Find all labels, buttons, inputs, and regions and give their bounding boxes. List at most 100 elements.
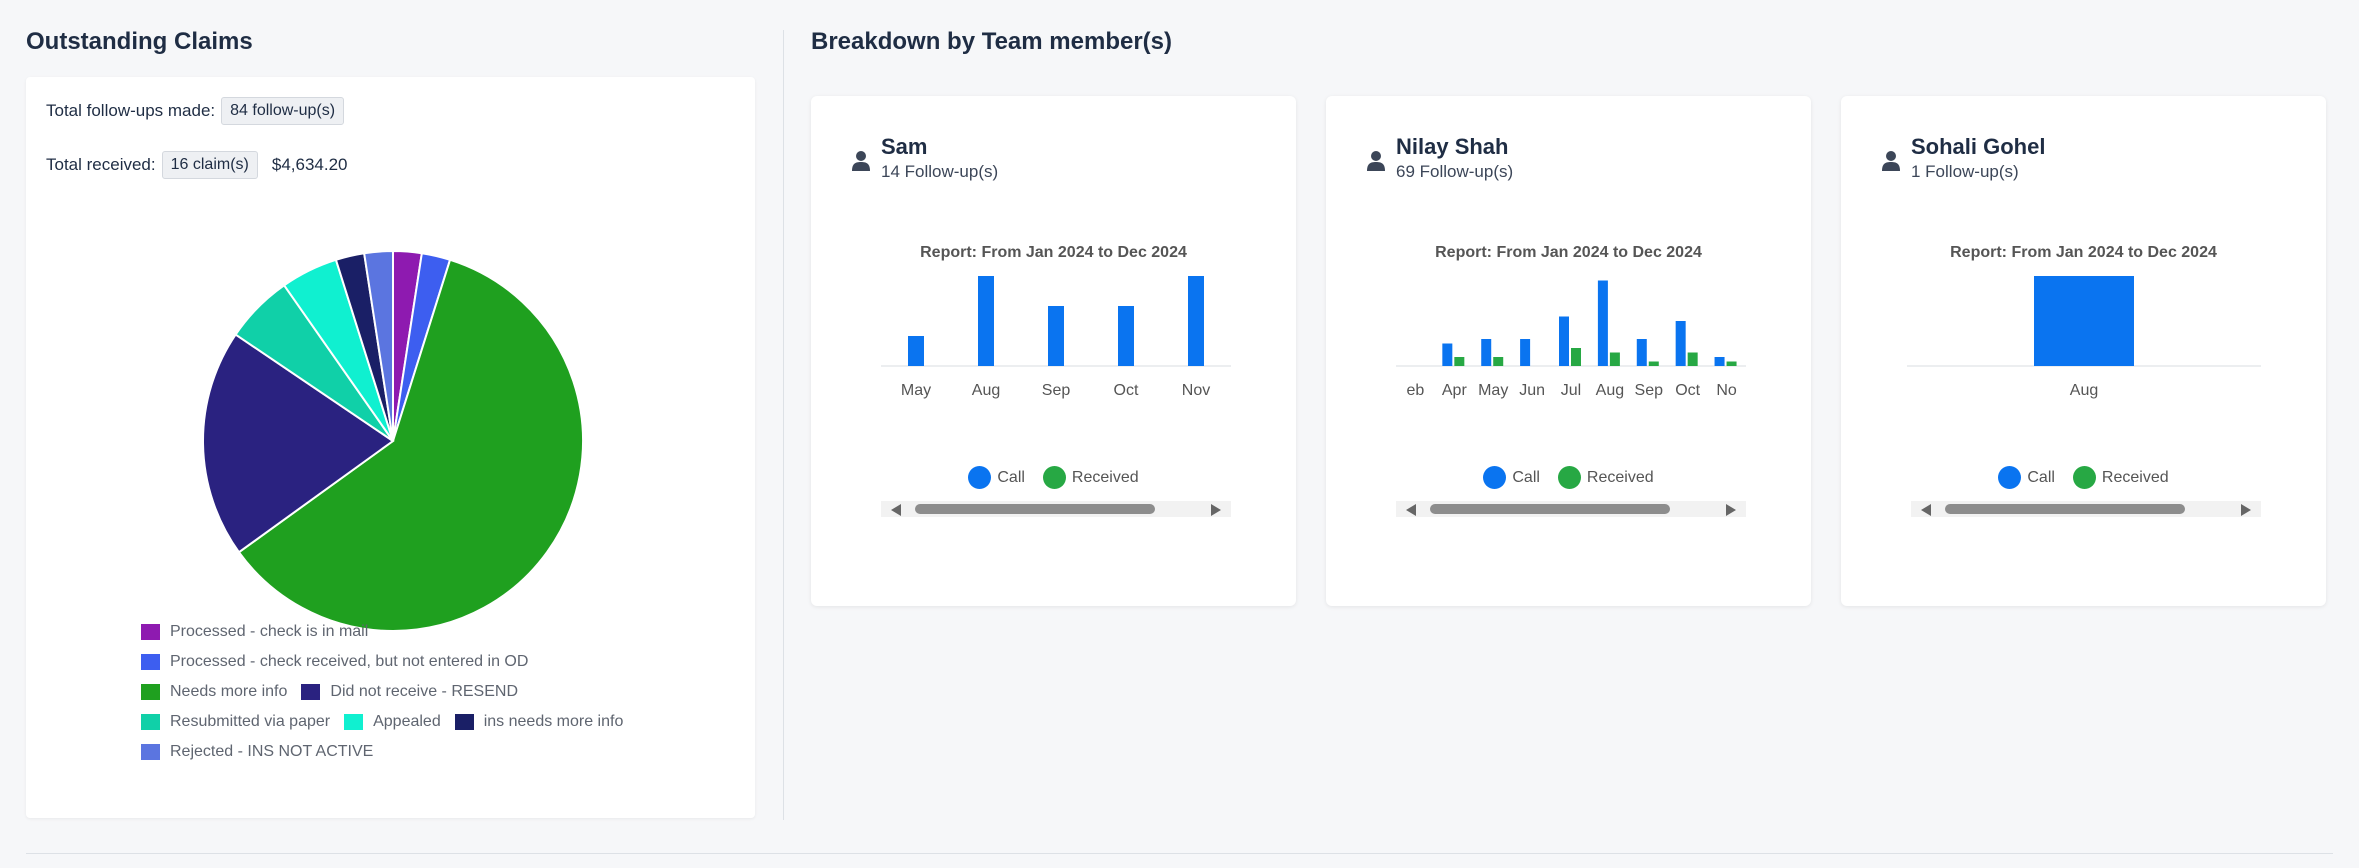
report-title: Report: From Jan 2024 to Dec 2024 [1950, 244, 2217, 261]
pie-slice[interactable] [202, 333, 395, 554]
bar-call[interactable] [908, 336, 924, 366]
horizontal-divider [26, 853, 2333, 854]
report-title: Report: From Jan 2024 to Dec 2024 [1435, 244, 1702, 261]
bar-call[interactable] [1559, 316, 1569, 367]
scroll-left-arrow-icon[interactable] [1406, 504, 1416, 516]
followup-bar-chart: eb Apr May Jun Jul Aug Sep Oct No [1396, 280, 1746, 399]
received-dot [1557, 466, 1581, 489]
x-tick-label: Sep [1635, 382, 1664, 399]
received-amount: $4,634.20 [271, 155, 348, 174]
legend-call[interactable]: Call [1483, 466, 1540, 489]
legend-call[interactable]: Call [968, 466, 1025, 489]
member-name: Sohali Gohel [1911, 134, 2046, 159]
breakdown-title: Breakdown by Team member(s) [811, 28, 1172, 55]
pie-slice[interactable] [237, 258, 584, 632]
followup-bar-chart: Aug [1907, 276, 2261, 399]
legend-received-label: Received [1586, 468, 1654, 486]
bar-call[interactable] [1188, 276, 1204, 366]
bar-call[interactable] [1636, 339, 1647, 366]
legend-label: Did not receive - RESEND [330, 683, 519, 700]
x-tick-label: Oct [1675, 382, 1700, 399]
outstanding-claims-title: Outstanding Claims [26, 28, 253, 55]
bar-call[interactable] [2034, 276, 2134, 366]
legend-swatch [141, 624, 160, 640]
chart-scrollbar[interactable] [881, 501, 1231, 517]
legend-received[interactable]: Received [2072, 466, 2169, 489]
legend-item[interactable]: Rejected - INS NOT ACTIVE [141, 743, 373, 761]
bar-received[interactable] [1726, 361, 1737, 367]
legend-item[interactable]: Processed - check received, but not ente… [141, 653, 528, 671]
bar-call[interactable] [1597, 280, 1608, 367]
legend-call-label: Call [997, 468, 1025, 486]
bar-legend: Call Received [811, 466, 1296, 489]
legend-call[interactable]: Call [1998, 466, 2055, 489]
x-tick-label: May [901, 382, 931, 399]
scroll-right-arrow-icon[interactable] [2241, 504, 2251, 516]
total-received-row: Total received: 16 claim(s) $4,634.20 [46, 151, 348, 179]
legend-received[interactable]: Received [1557, 466, 1654, 489]
bar-call[interactable] [1118, 306, 1134, 366]
legend-swatch [141, 744, 160, 760]
scroll-left-arrow-icon[interactable] [1921, 504, 1931, 516]
member-followups: 14 Follow-up(s) [881, 162, 999, 181]
legend-item[interactable]: Resubmitted via paper [141, 713, 330, 731]
legend-item[interactable]: Needs more info [141, 683, 287, 701]
bar-call[interactable] [1520, 339, 1531, 366]
bar-received[interactable] [1648, 361, 1659, 367]
total-received-label: Total received: [46, 155, 156, 174]
x-tick-label: Oct [1114, 382, 1139, 399]
person-icon [1882, 151, 1900, 171]
bar-received[interactable] [1571, 348, 1581, 366]
legend-received-label: Received [2101, 468, 2169, 486]
legend-label: Rejected - INS NOT ACTIVE [170, 743, 374, 760]
bar-call[interactable] [1048, 306, 1064, 366]
received-dot [2072, 466, 2096, 489]
total-followups-label: Total follow-ups made: [46, 101, 216, 120]
legend-item[interactable]: Processed - check is in mail [141, 623, 368, 641]
member-card-sohali-gohel: Sohali Gohel 1 Follow-up(s) Report: From… [1841, 96, 2326, 606]
bar-call[interactable] [1714, 357, 1725, 366]
legend-line: Needs more info Did not receive - RESEND [141, 677, 701, 707]
scroll-right-arrow-icon[interactable] [1211, 504, 1221, 516]
bar-call[interactable] [1481, 339, 1492, 366]
pie-legend: Processed - check is in mail Processed -… [141, 617, 701, 767]
scroll-left-arrow-icon[interactable] [891, 504, 901, 516]
bar-call[interactable] [1442, 343, 1453, 367]
call-dot [1998, 466, 2022, 489]
scroll-right-arrow-icon[interactable] [1726, 504, 1736, 516]
member-name: Sam [881, 134, 928, 159]
legend-received[interactable]: Received [1042, 466, 1139, 489]
chart-scrollbar[interactable] [1396, 501, 1746, 517]
x-tick-label: Nov [1182, 382, 1210, 399]
legend-item[interactable]: ins needs more info [454, 713, 623, 731]
legend-swatch [454, 714, 474, 730]
x-tick-label: Aug [1596, 382, 1624, 399]
bar-call[interactable] [1675, 321, 1686, 366]
pie-slice[interactable] [362, 249, 394, 442]
legend-item[interactable]: Appealed [344, 713, 441, 731]
member-followups: 1 Follow-up(s) [1911, 162, 2019, 181]
x-tick-label: Aug [972, 382, 1000, 399]
bar-received[interactable] [1493, 357, 1504, 366]
legend-line: Resubmitted via paper Appealed ins needs… [141, 707, 701, 737]
x-tick-label: Sep [1042, 382, 1071, 399]
scroll-thumb[interactable] [1945, 504, 2185, 514]
legend-line: Rejected - INS NOT ACTIVE [141, 737, 701, 767]
bar-received[interactable] [1454, 357, 1465, 366]
legend-item[interactable]: Did not receive - RESEND [301, 683, 518, 701]
call-dot [968, 466, 992, 489]
call-dot [1483, 466, 1507, 489]
bar-received[interactable] [1687, 352, 1698, 367]
bar-call[interactable] [978, 276, 994, 366]
scroll-thumb[interactable] [915, 504, 1155, 514]
legend-swatch [141, 714, 160, 730]
chart-scrollbar[interactable] [1911, 501, 2261, 517]
scroll-thumb[interactable] [1430, 504, 1670, 514]
bar-received[interactable] [1609, 352, 1620, 367]
legend-swatch [301, 684, 321, 700]
legend-label: Processed - check received, but not ente… [170, 653, 529, 670]
member-card-sam: Sam 14 Follow-up(s) Report: From Jan 202… [811, 96, 1296, 606]
x-tick-label: Aug [2070, 382, 2098, 399]
total-followups-row: Total follow-ups made: 84 follow-up(s) [46, 97, 345, 125]
total-followups-badge: 84 follow-up(s) [221, 97, 345, 125]
